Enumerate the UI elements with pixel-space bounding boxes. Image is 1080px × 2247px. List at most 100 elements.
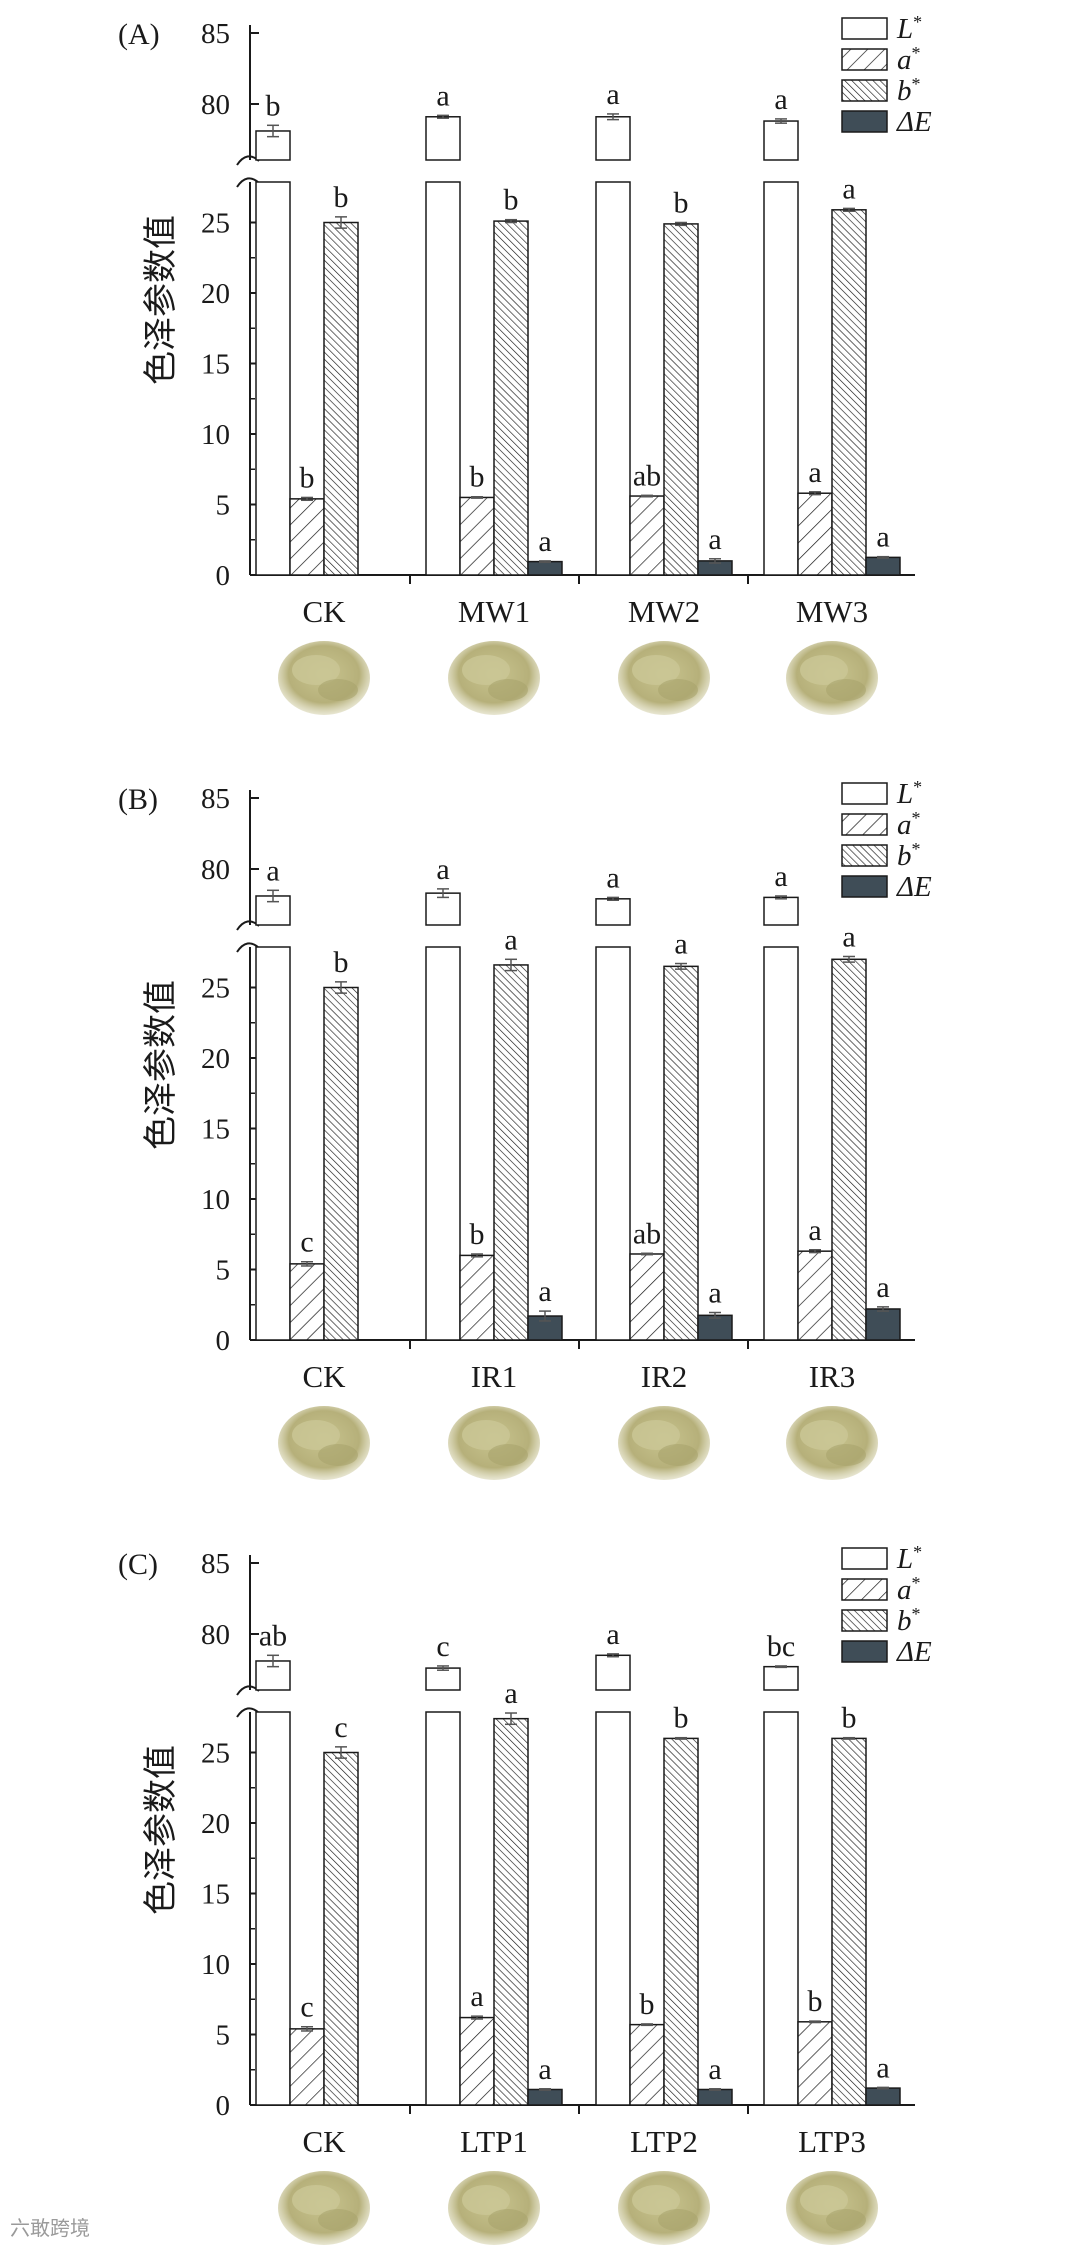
bar <box>865 556 901 576</box>
bar <box>425 892 461 926</box>
bar <box>595 898 631 926</box>
y-tick-label: 85 <box>201 1548 230 1580</box>
bar <box>595 181 631 576</box>
y-tick-label: 25 <box>201 973 230 1005</box>
powder-highlight <box>800 1420 848 1450</box>
legend-label-a: a* <box>897 1573 921 1606</box>
significance-letter: a <box>436 853 449 886</box>
significance-letter: b <box>300 461 315 494</box>
bar <box>595 1654 631 1691</box>
legend-label-dE: ΔE <box>896 106 932 138</box>
bar <box>763 120 799 161</box>
powder-shadow <box>658 2209 698 2231</box>
legend-swatch-L <box>841 1547 888 1570</box>
powder-sample-image <box>278 1406 370 1480</box>
bar <box>527 560 563 576</box>
bar <box>255 1711 291 2106</box>
powder-shadow <box>488 679 528 701</box>
bar <box>425 1711 461 2106</box>
x-tick-label: MW2 <box>628 594 700 629</box>
powder-sample-image <box>786 1406 878 1480</box>
x-tick-label: LTP2 <box>630 2124 698 2159</box>
significance-letter: a <box>842 920 855 953</box>
bar <box>697 1314 733 1341</box>
powder-shadow <box>658 679 698 701</box>
powder-sample-image <box>448 641 540 715</box>
bar <box>255 946 291 1341</box>
legend-label-a: a* <box>897 43 921 76</box>
significance-letter: a <box>808 456 821 489</box>
x-tick-label: LTP3 <box>798 2124 866 2159</box>
x-tick-label: CK <box>302 594 346 629</box>
significance-letter: a <box>808 1214 821 1247</box>
significance-letter: a <box>266 854 279 887</box>
legend-swatch-dE <box>841 110 888 133</box>
legend-swatch-b <box>841 79 888 102</box>
bar <box>595 116 631 161</box>
legend-swatch-dE <box>841 875 888 898</box>
significance-letter: c <box>300 1226 313 1259</box>
legend-label-b: b* <box>897 1604 921 1637</box>
x-tick-label: LTP1 <box>460 2124 528 2159</box>
powder-sample-image <box>448 2171 540 2245</box>
x-tick-label: IR3 <box>809 1359 856 1394</box>
y-tick-label: 5 <box>216 1255 231 1287</box>
significance-letter: b <box>842 1702 857 1735</box>
legend-label-dE: ΔE <box>896 1636 932 1668</box>
bar <box>797 492 833 576</box>
bar <box>425 946 461 1341</box>
bar <box>629 495 665 576</box>
panel-a: (A)80850510152025色泽参数值bbbCKabbaMW1aabbaM… <box>118 12 932 715</box>
significance-letter: ab <box>633 459 661 492</box>
powder-shadow <box>826 679 866 701</box>
bar <box>323 221 359 576</box>
bar <box>289 498 325 576</box>
bar <box>697 2088 733 2106</box>
significance-letter: a <box>674 928 687 961</box>
significance-letter: a <box>436 79 449 112</box>
bar <box>289 2028 325 2106</box>
panel-c: (C)80850510152025色泽参数值abccCKcaaaLTP1abba… <box>118 1542 932 2245</box>
powder-highlight <box>462 655 510 685</box>
significance-letter: a <box>708 1277 721 1310</box>
significance-letter: a <box>876 1271 889 1304</box>
bar <box>797 2021 833 2106</box>
powder-shadow <box>488 2209 528 2231</box>
powder-highlight <box>632 655 680 685</box>
bar <box>323 1751 359 2106</box>
significance-letter: a <box>708 2053 721 2086</box>
x-tick-label: CK <box>302 2124 346 2159</box>
y-tick-label: 0 <box>216 2090 231 2122</box>
bar <box>425 116 461 161</box>
bar <box>797 1250 833 1341</box>
significance-letter: c <box>436 1630 449 1663</box>
panel-label: (A) <box>118 18 160 51</box>
bar <box>493 964 529 1341</box>
powder-sample-image <box>278 641 370 715</box>
powder-sample-image <box>786 2171 878 2245</box>
bar <box>425 181 461 576</box>
powder-highlight <box>292 1420 340 1450</box>
powder-shadow <box>318 679 358 701</box>
significance-letter: a <box>538 1275 551 1308</box>
significance-letter: ab <box>259 1619 287 1652</box>
y-axis-label: 色泽参数值 <box>141 980 181 1150</box>
legend-label-L: L* <box>896 777 922 810</box>
bar <box>763 1711 799 2106</box>
x-tick-label: IR1 <box>471 1359 518 1394</box>
legend-label-a: a* <box>897 808 921 841</box>
bar <box>459 496 495 576</box>
bar <box>493 1717 529 2106</box>
x-tick-label: MW3 <box>796 594 868 629</box>
legend-label-b: b* <box>897 74 921 107</box>
powder-shadow <box>826 1444 866 1466</box>
significance-letter: ab <box>633 1217 661 1250</box>
y-tick-label: 20 <box>201 1808 230 1840</box>
powder-shadow <box>658 1444 698 1466</box>
significance-letter: b <box>334 181 349 214</box>
bar <box>663 965 699 1341</box>
y-tick-label: 10 <box>201 419 230 451</box>
bar <box>629 2023 665 2106</box>
powder-highlight <box>292 2185 340 2215</box>
